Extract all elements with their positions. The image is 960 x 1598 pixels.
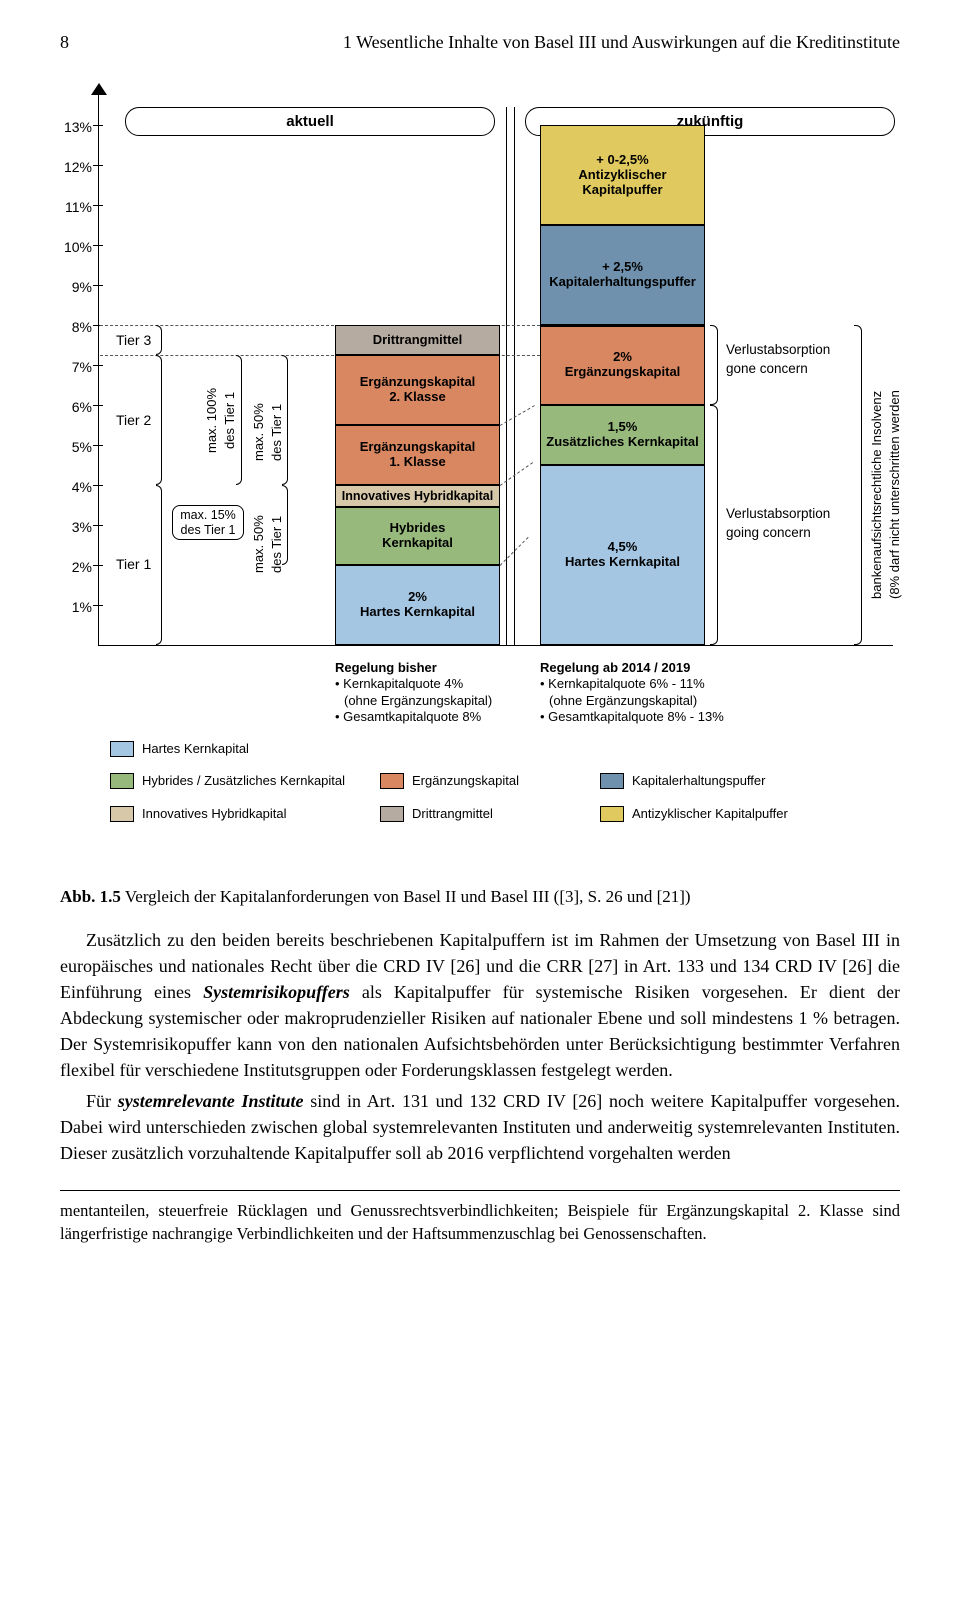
page-number: 8 bbox=[60, 30, 69, 55]
ytick-2: 2% bbox=[60, 558, 92, 578]
insolvenz-label: bankenaufsichtsrechtliche Insolvenz(8% d… bbox=[868, 345, 904, 645]
seg-anti: + 0-2,5%AntizyklischerKapitalpuffer bbox=[540, 125, 705, 225]
legend: Hartes Kernkapital Hybrides / Zusätzlich… bbox=[110, 740, 890, 823]
footnote-separator bbox=[60, 1190, 900, 1191]
max50a-note: max. 50% des Tier 1 bbox=[250, 387, 286, 477]
swatch-anti bbox=[600, 806, 624, 822]
ytick-7: 7% bbox=[60, 358, 92, 378]
seg-hyb: HybridesKernkapital bbox=[335, 507, 500, 565]
ytick-12: 12% bbox=[60, 158, 92, 178]
seg-zus: 1,5%Zusätzliches Kernkapital bbox=[540, 405, 705, 465]
legend-innov: Innovatives Hybridkapital bbox=[142, 805, 287, 823]
figure-caption: Abb. 1.5 Vergleich der Kapitalanforderun… bbox=[60, 885, 900, 909]
seg-innov: Innovatives Hybridkapital bbox=[335, 485, 500, 507]
seg-erg-r: 2%Ergänzungskapital bbox=[540, 325, 705, 405]
ytick-5: 5% bbox=[60, 438, 92, 458]
para-2: Für systemrelevante Institute sind in Ar… bbox=[60, 1088, 900, 1166]
seg-dritt: Drittrangmittel bbox=[335, 325, 500, 355]
footnote: mentanteilen, steuerfreie Rücklagen und … bbox=[60, 1199, 900, 1245]
swatch-innov bbox=[110, 806, 134, 822]
swatch-dritt bbox=[380, 806, 404, 822]
ytick-3: 3% bbox=[60, 518, 92, 538]
ytick-8: 8% bbox=[60, 318, 92, 338]
swatch-erhalt bbox=[600, 773, 624, 789]
page-header: 8 1 Wesentliche Inhalte von Basel III un… bbox=[60, 30, 900, 55]
ytick-4: 4% bbox=[60, 478, 92, 498]
seg-erhalt: + 2,5%Kapitalerhaltungspuffer bbox=[540, 225, 705, 325]
ytick-1: 1% bbox=[60, 598, 92, 618]
tier2-label: Tier 2 bbox=[116, 411, 151, 431]
notes-bisher: Regelung bisher • Kernkapitalquote 4% (o… bbox=[335, 660, 535, 725]
ytick-6: 6% bbox=[60, 398, 92, 418]
seg-hart-l: 2%Hartes Kernkapital bbox=[335, 565, 500, 645]
ytick-11: 11% bbox=[60, 198, 92, 218]
notes-ab2014: Regelung ab 2014 / 2019 • Kernkapitalquo… bbox=[540, 660, 760, 725]
legend-hartes: Hartes Kernkapital bbox=[142, 740, 249, 758]
ytick-13: 13% bbox=[60, 118, 92, 138]
gone-concern-label: Verlustabsorption gone concern bbox=[726, 341, 830, 379]
going-concern-label: Verlustabsorption going concern bbox=[726, 505, 830, 543]
ytick-9: 9% bbox=[60, 278, 92, 298]
ytick-10: 10% bbox=[60, 238, 92, 258]
legend-erhalt: Kapitalerhaltungspuffer bbox=[632, 772, 765, 790]
legend-dritt: Drittrangmittel bbox=[412, 805, 493, 823]
swatch-hybrides bbox=[110, 773, 134, 789]
swatch-hartes bbox=[110, 741, 134, 757]
max15-note: max. 15% des Tier 1 bbox=[172, 505, 244, 540]
legend-anti: Antizyklischer Kapitalpuffer bbox=[632, 805, 788, 823]
tier1-label: Tier 1 bbox=[116, 555, 151, 575]
swatch-erg bbox=[380, 773, 404, 789]
seg-erg1: Ergänzungskapital1. Klasse bbox=[335, 425, 500, 485]
capital-chart: aktuell zukünftig 13% 12% 11% 10% 9% 8% … bbox=[60, 85, 896, 865]
legend-erg: Ergänzungskapital bbox=[412, 772, 519, 790]
para-1: Zusätzlich zu den beiden bereits beschri… bbox=[60, 927, 900, 1084]
tier3-label: Tier 3 bbox=[116, 331, 151, 351]
seg-hart-r: 4,5%Hartes Kernkapital bbox=[540, 465, 705, 645]
chapter-title: 1 Wesentliche Inhalte von Basel III und … bbox=[343, 30, 900, 55]
legend-hybrides: Hybrides / Zusätzliches Kernkapital bbox=[142, 772, 345, 790]
header-aktuell: aktuell bbox=[125, 107, 495, 136]
seg-erg2: Ergänzungskapital2. Klasse bbox=[335, 355, 500, 425]
max100-note: max. 100% des Tier 1 bbox=[203, 375, 239, 465]
max50b-note: max. 50% des Tier 1 bbox=[250, 499, 286, 589]
